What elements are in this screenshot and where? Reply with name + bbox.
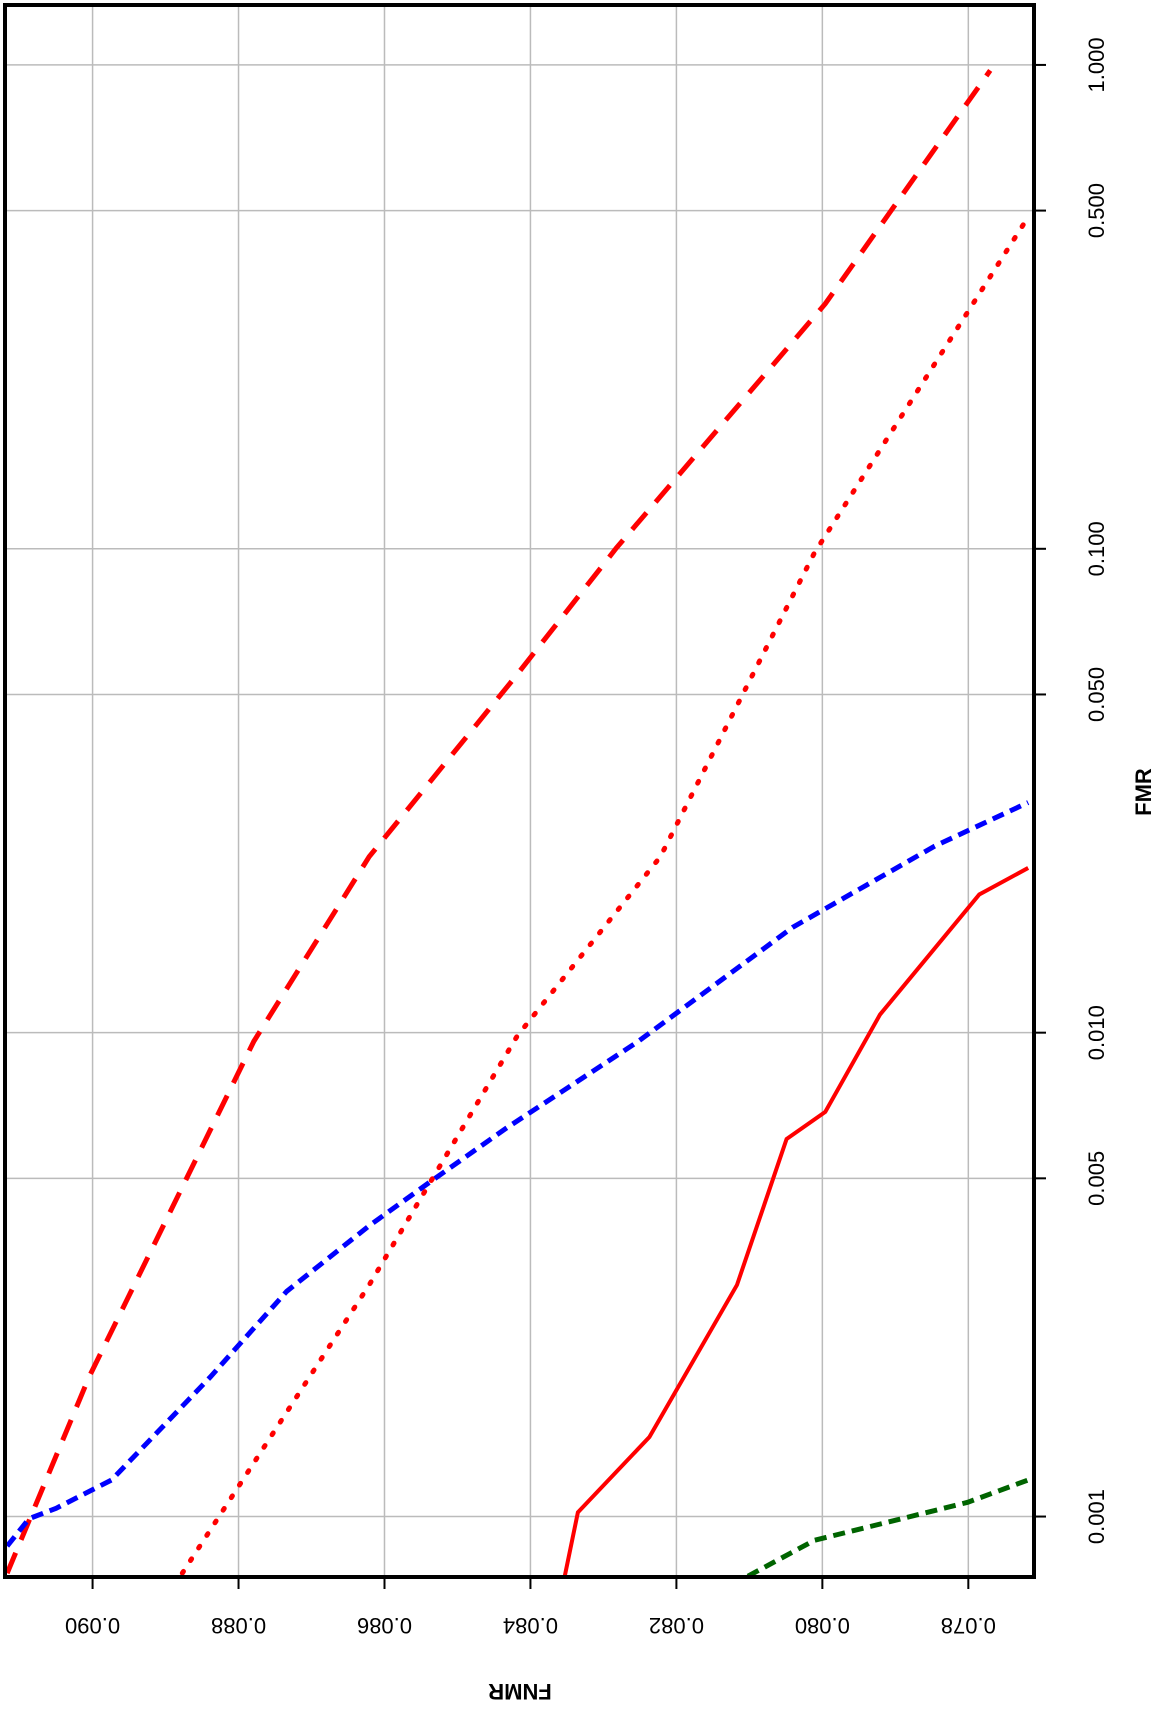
fmr-fnmr-curve [746,1477,1030,1577]
y-tick-label: 0.010 [1084,1005,1109,1060]
fmr-fnmr-curve [179,214,1031,1576]
y-tick-label: 0.005 [1084,1151,1109,1206]
x-tick-label: 0.090 [65,1613,120,1638]
y-tick-label: 0.500 [1084,183,1109,238]
plot-frame [3,3,1036,1579]
y-tick-label: 1.000 [1084,37,1109,92]
x-tick-label: 0.084 [503,1613,558,1638]
fmr-fnmr-curve [562,866,1030,1577]
y-tick-label: 0.001 [1084,1489,1109,1544]
x-tick-label: 0.088 [211,1613,266,1638]
fmr-axis-label: FMR [1131,768,1156,816]
y-tick-label: 0.050 [1084,667,1109,722]
fmr-fnmr-curve [5,69,993,1575]
fnmr-axis-label: FNMR [488,1679,552,1704]
x-tick-label: 0.082 [649,1613,704,1638]
fmr-fnmr-curve [5,800,1030,1548]
x-tick-label: 0.078 [941,1613,996,1638]
x-tick-label: 0.080 [795,1613,850,1638]
x-tick-label: 0.086 [357,1613,412,1638]
y-tick-label: 0.100 [1084,521,1109,576]
